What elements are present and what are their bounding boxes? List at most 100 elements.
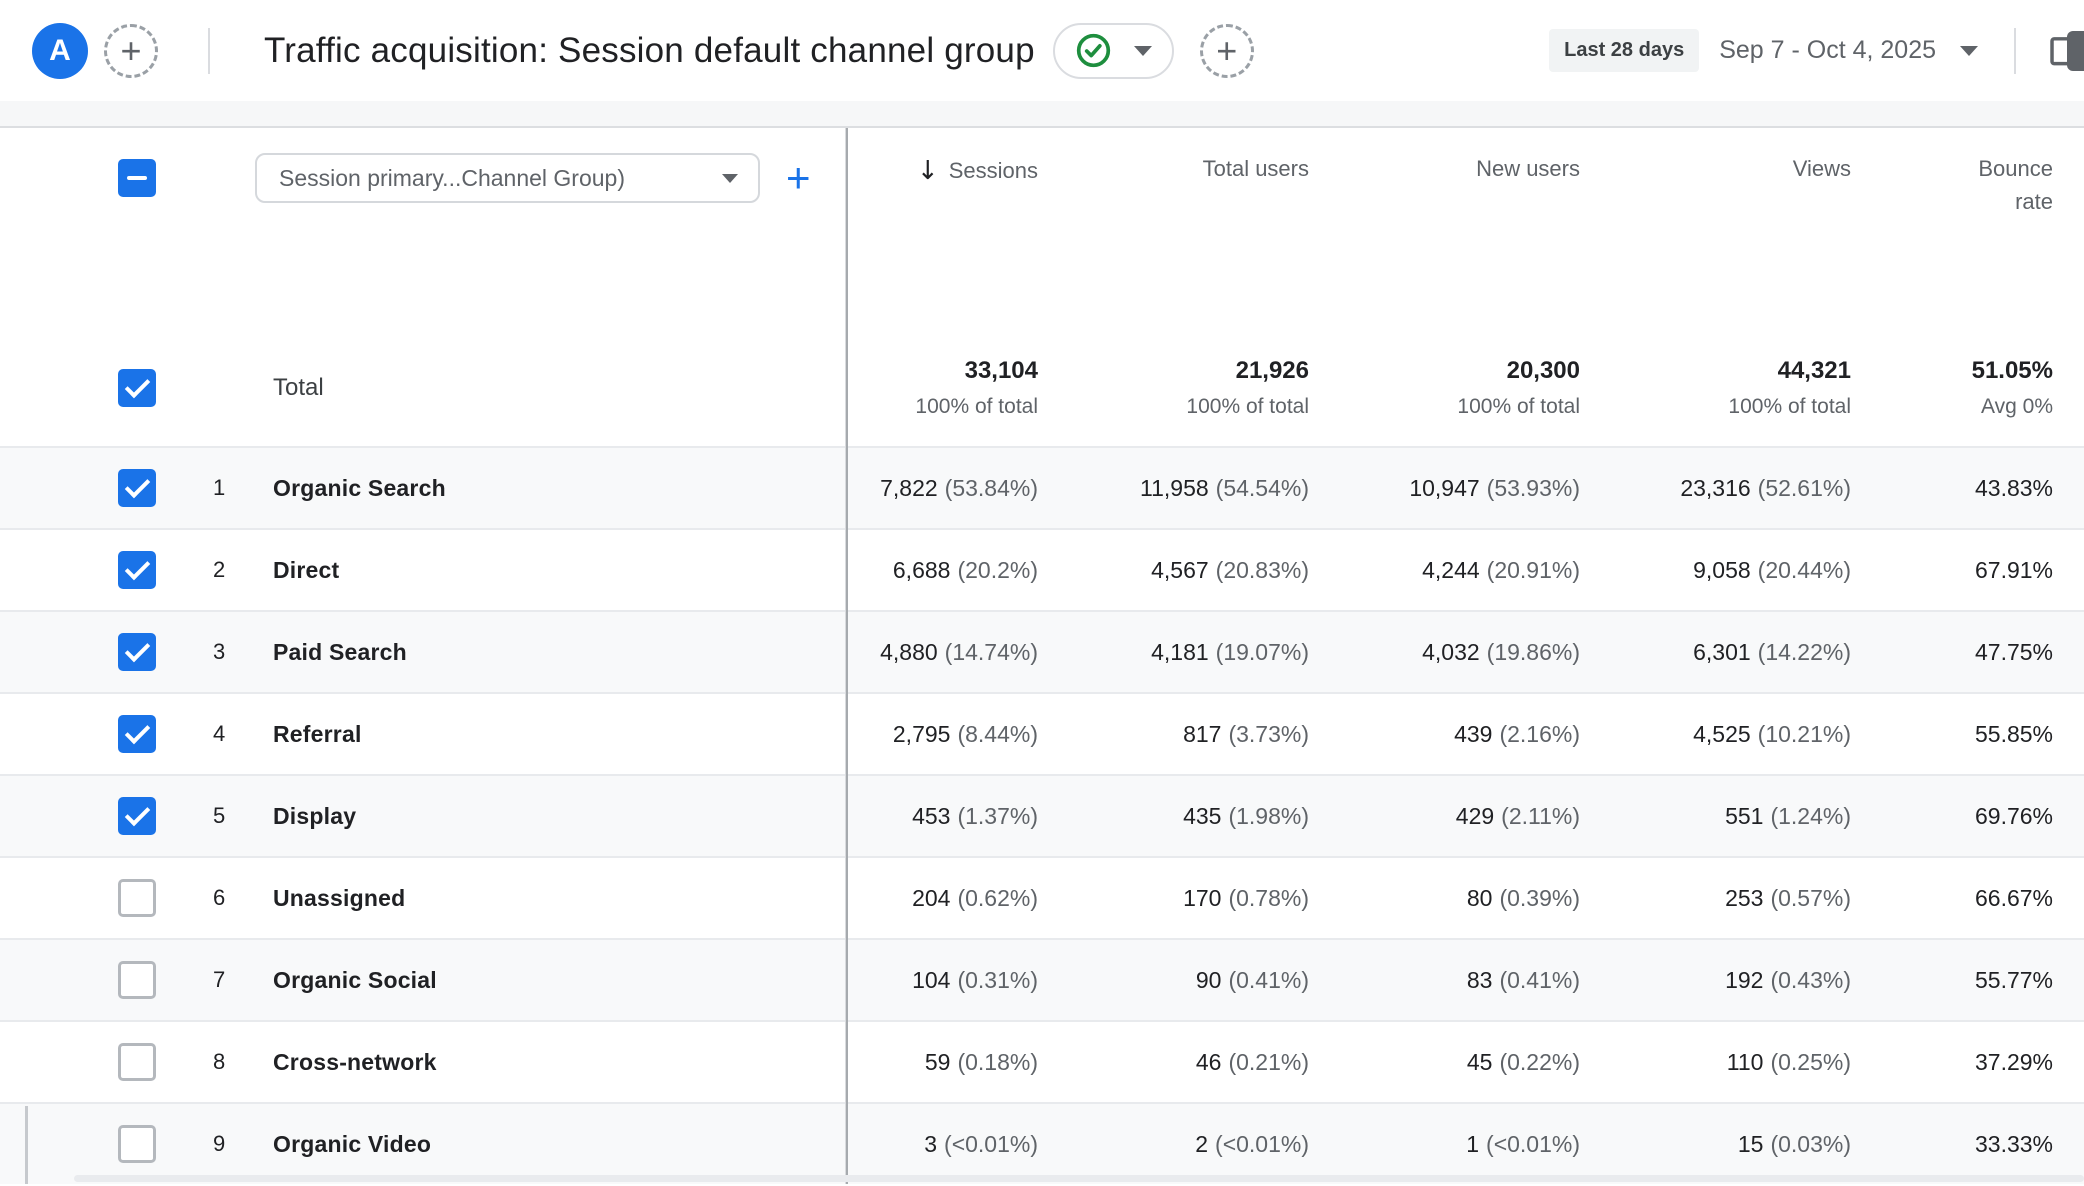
row-checkbox[interactable]	[118, 633, 156, 671]
metric-cell: 46 (0.21%)	[1195, 1048, 1309, 1075]
metric-cell: 55.85%	[1974, 720, 2053, 747]
vertical-scrollbar-thumb[interactable]	[25, 1106, 28, 1184]
table-row: 8 Cross-network 59 (0.18%) 46 (0.21%) 45 (0.22%…	[0, 1020, 2084, 1102]
metric-cell: 4,525 (10.21%)	[1693, 720, 1851, 747]
column-header-new-users[interactable]: New users	[1309, 156, 1580, 182]
sort-descending-icon: ↓	[916, 156, 939, 186]
table-row: 3 Paid Search 4,880 (14.74%) 4,181 (19.07%) 4,…	[0, 610, 2084, 692]
table-row: 7 Organic Social 104 (0.31%) 90 (0.41%) 83 (0.4…	[0, 938, 2084, 1020]
insights-panel-icon[interactable]	[2067, 31, 2084, 71]
dimension-selector-label: Session primary...Channel Group)	[279, 164, 625, 191]
column-header-total-users[interactable]: Total users	[1038, 156, 1309, 182]
traffic-table: Session primary...Channel Group) + ↓ Sess…	[0, 128, 2084, 1184]
row-checkbox[interactable]	[118, 469, 156, 507]
channel-name: Organic Search	[273, 474, 446, 501]
dimension-controls: Session primary...Channel Group) +	[0, 150, 845, 206]
metric-cell: 551 (1.24%)	[1725, 802, 1851, 829]
channel-name: Direct	[273, 556, 340, 583]
row-number: 5	[213, 803, 226, 828]
table-row: 5 Display 453 (1.37%) 435 (1.98%) 429 (2.11%) 55…	[0, 774, 2084, 856]
row-number: 7	[213, 967, 226, 992]
row-checkbox[interactable]	[118, 879, 156, 917]
table-body: 1 Organic Search 7,822 (53.84%) 11,958 (54.54…	[0, 446, 2084, 1184]
column-header-sessions[interactable]: ↓ Sessions	[845, 156, 1038, 186]
metric-cell: 55.77%	[1974, 966, 2053, 993]
metric-cell: 439 (2.16%)	[1454, 720, 1580, 747]
metric-cell: 47.75%	[1974, 638, 2053, 665]
plus-icon: +	[1216, 29, 1238, 71]
table-row: 4 Referral 2,795 (8.44%) 817 (3.73%) 439 (2.16%…	[0, 692, 2084, 774]
channel-name: Referral	[273, 720, 362, 747]
channel-name: Paid Search	[273, 638, 407, 665]
row-number: 9	[213, 1131, 226, 1156]
select-all-checkbox[interactable]	[118, 159, 156, 197]
column-label: Views	[1792, 156, 1851, 181]
total-bounce-rate: 51.05% Avg 0%	[1971, 357, 2053, 418]
column-label: Total users	[1202, 156, 1309, 181]
metric-cell: 4,181 (19.07%)	[1151, 638, 1309, 665]
table-row: 6 Unassigned 204 (0.62%) 170 (0.78%) 80 (0.39%)…	[0, 856, 2084, 938]
metric-cell: 15 (0.03%)	[1737, 1130, 1851, 1157]
metric-cell: 6,688 (20.2%)	[892, 556, 1038, 583]
row-checkbox[interactable]	[118, 1043, 156, 1081]
row-number: 8	[213, 1049, 226, 1074]
column-header-bounce-rate[interactable]: Bounce rate	[1851, 156, 2053, 215]
date-preset-badge[interactable]: Last 28 days	[1549, 29, 1700, 72]
metric-cell: 90 (0.41%)	[1195, 966, 1309, 993]
row-checkbox[interactable]	[118, 551, 156, 589]
metric-cell: 2 (<0.01%)	[1195, 1130, 1309, 1157]
row-number: 3	[213, 639, 226, 664]
channel-name: Cross-network	[273, 1048, 437, 1075]
report-status-dropdown[interactable]	[1052, 22, 1174, 79]
dimension-selector-dropdown[interactable]: Session primary...Channel Group)	[255, 153, 760, 203]
metric-cell: 4,244 (20.91%)	[1422, 556, 1580, 583]
metric-cell: 4,880 (14.74%)	[880, 638, 1038, 665]
metric-cell: 4,567 (20.83%)	[1151, 556, 1309, 583]
row-checkbox[interactable]	[118, 1125, 156, 1163]
metric-cell: 104 (0.31%)	[912, 966, 1038, 993]
metric-cell: 80 (0.39%)	[1466, 884, 1580, 911]
metric-cell: 11,958 (54.54%)	[1140, 474, 1309, 501]
add-report-button[interactable]: +	[1199, 23, 1254, 78]
total-label: Total	[273, 374, 324, 401]
row-checkbox[interactable]	[118, 715, 156, 753]
date-range-selector[interactable]: Sep 7 - Oct 4, 2025	[1719, 36, 1936, 64]
metric-cell: 67.91%	[1974, 556, 2053, 583]
row-checkbox[interactable]	[118, 797, 156, 835]
workspace-gap	[0, 101, 2084, 128]
horizontal-scrollbar[interactable]	[74, 1175, 2084, 1182]
column-header-views[interactable]: Views	[1580, 156, 1851, 182]
top-bar: A + Traffic acquisition: Session default…	[0, 0, 2084, 101]
total-views: 44,321 100% of total	[1728, 357, 1851, 418]
header-divider	[2014, 27, 2016, 74]
table-header: Session primary...Channel Group) + ↓ Sess…	[0, 128, 2084, 446]
metric-cell: 253 (0.57%)	[1725, 884, 1851, 911]
chevron-down-icon	[1133, 45, 1152, 56]
total-row-checkbox[interactable]	[118, 369, 156, 407]
add-dimension-button[interactable]: +	[786, 154, 811, 201]
metric-cell: 23,316 (52.61%)	[1680, 474, 1851, 501]
metric-cell: 59 (0.18%)	[924, 1048, 1038, 1075]
account-avatar[interactable]: A	[32, 22, 88, 79]
metric-cell: 43.83%	[1974, 474, 2053, 501]
metric-cell: 10,947 (53.93%)	[1409, 474, 1580, 501]
metric-cell: 4,032 (19.86%)	[1422, 638, 1580, 665]
header-divider	[208, 27, 210, 74]
add-comparison-button[interactable]: +	[104, 23, 158, 78]
metric-cell: 2,795 (8.44%)	[892, 720, 1038, 747]
chevron-down-icon[interactable]	[1960, 45, 1978, 56]
total-sessions: 33,104 100% of total	[915, 357, 1038, 418]
metric-cell: 33.33%	[1974, 1130, 2053, 1157]
metric-cell: 170 (0.78%)	[1183, 884, 1309, 911]
channel-name: Unassigned	[273, 884, 406, 911]
channel-name: Organic Video	[273, 1130, 432, 1157]
row-number: 4	[213, 721, 226, 746]
metric-cell: 37.29%	[1974, 1048, 2053, 1075]
metric-cell: 3 (<0.01%)	[924, 1130, 1038, 1157]
metric-cell: 69.76%	[1974, 802, 2053, 829]
metric-cell: 429 (2.11%)	[1455, 802, 1580, 829]
total-users: 21,926 100% of total	[1186, 357, 1309, 418]
pinned-column-divider[interactable]	[845, 128, 848, 1184]
row-checkbox[interactable]	[118, 961, 156, 999]
